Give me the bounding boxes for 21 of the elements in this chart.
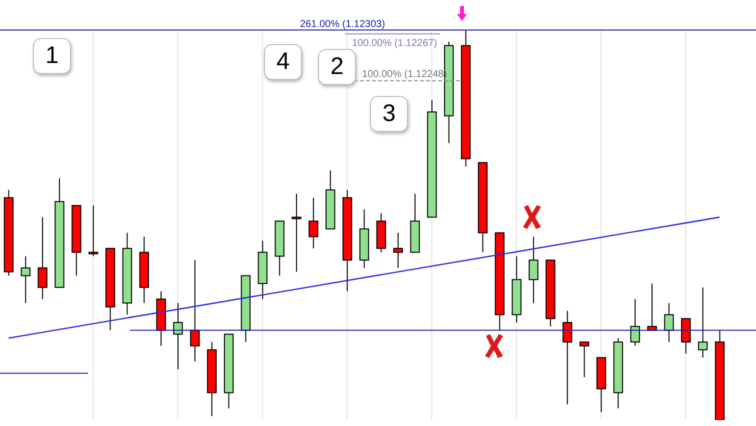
candlestick — [681, 318, 691, 354]
annotation: 4 — [264, 44, 302, 80]
annotation: 100.00% (1.12267) — [352, 38, 438, 49]
candlestick — [393, 232, 403, 268]
candlestick — [630, 298, 640, 346]
candlestick — [38, 216, 48, 300]
candlestick — [292, 193, 302, 272]
candlestick — [173, 302, 183, 370]
candlestick — [562, 310, 572, 405]
annotation: 261.00% (1.12303) — [300, 19, 386, 30]
candlestick — [664, 302, 674, 342]
candlestick — [308, 197, 318, 249]
annotation: 3 — [370, 96, 408, 132]
candlestick — [20, 256, 30, 304]
candlestick — [88, 205, 98, 257]
candlestick — [698, 286, 708, 358]
candlestick — [528, 236, 538, 304]
annotation: 1 — [33, 38, 71, 74]
candlestick — [579, 342, 590, 378]
candlestick — [190, 260, 200, 362]
annotation: 2 — [318, 49, 356, 85]
